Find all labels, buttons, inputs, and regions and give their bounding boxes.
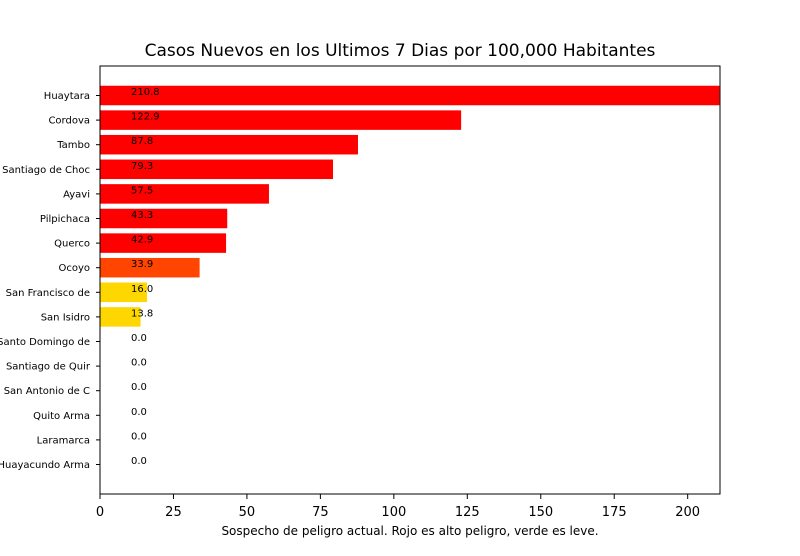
- y-tick-label: Huaytara: [44, 91, 90, 102]
- x-axis-ticks: 0 25 50 75 100 125 150 175 200: [96, 494, 700, 520]
- y-tick-label: Santiago de Quir: [6, 362, 91, 373]
- bar-value-label: 13.8: [131, 308, 153, 319]
- bar-value-label: 0.0: [131, 407, 147, 418]
- bar: [100, 282, 148, 303]
- bar: [100, 134, 358, 155]
- y-tick-label: Santo Domingo de: [0, 337, 90, 348]
- y-tick-label: Querco: [54, 239, 90, 250]
- y-tick-label: Cordova: [48, 116, 90, 127]
- bar-value-label: 87.8: [131, 136, 153, 147]
- bar: [100, 110, 462, 130]
- bar: [100, 307, 141, 327]
- y-tick-label: Laramarca: [37, 435, 90, 446]
- bar-value-label: 79.3: [131, 161, 153, 172]
- x-tick-label: 75: [312, 505, 329, 520]
- bar-value-label: 33.9: [131, 259, 153, 270]
- bar-value-labels: 210.8 122.9 87.8 79.3 57.5 43.3 42.9 33.9 16.0 13…: [131, 87, 160, 467]
- y-tick-labels: Huaytara Cordova Tambo Santiago de Choc Ayav…: [0, 91, 100, 471]
- y-tick-label: Ocoyo: [58, 263, 90, 274]
- bar-value-label: 42.9: [131, 235, 153, 246]
- bar-value-label: 0.0: [131, 382, 147, 393]
- bar-value-label: 0.0: [131, 431, 147, 442]
- x-tick-label: 100: [381, 505, 406, 520]
- bar-value-label: 0.0: [131, 358, 147, 369]
- y-tick-label: Pilpichaca: [40, 214, 90, 225]
- bar: [100, 184, 269, 204]
- x-axis-label: Sospecho de peligro actual. Rojo es alto…: [221, 524, 598, 538]
- y-tick-label: Ayavi: [63, 189, 90, 200]
- y-tick-label: Quito Arma: [33, 411, 90, 422]
- y-tick-label: San Isidro: [41, 312, 90, 323]
- bar-value-label: 122.9: [131, 112, 160, 123]
- axes-frame: [99, 65, 721, 495]
- bar: [100, 159, 334, 180]
- bar-value-label: 0.0: [131, 333, 147, 344]
- x-tick-label: 125: [455, 505, 480, 520]
- x-tick-label: 25: [165, 505, 182, 520]
- x-tick-label: 200: [675, 505, 700, 520]
- bars-layer: [100, 85, 720, 327]
- chart-title: Casos Nuevos en los Ultimos 7 Dias por 1…: [145, 41, 656, 61]
- x-tick-label: 150: [528, 505, 553, 520]
- bar-value-label: 57.5: [131, 185, 153, 196]
- y-tick-label: San Antonio de C: [4, 386, 90, 397]
- y-tick-label: San Francisco de: [6, 288, 90, 299]
- y-tick-label: Santiago de Choc: [2, 165, 90, 176]
- x-tick-label: 50: [239, 505, 256, 520]
- bar: [100, 85, 720, 106]
- bar-value-label: 43.3: [131, 210, 153, 221]
- x-tick-label: 175: [602, 505, 627, 520]
- x-tick-label: 0: [96, 505, 104, 520]
- bar: [100, 208, 228, 229]
- y-tick-label: Tambo: [56, 140, 90, 151]
- bar: [100, 233, 227, 253]
- bar-value-label: 16.0: [131, 284, 153, 295]
- bar-value-label: 210.8: [131, 87, 160, 98]
- bar: [100, 257, 200, 278]
- bar-value-label: 0.0: [131, 456, 147, 467]
- y-tick-label: Huayacundo Arma: [0, 460, 90, 471]
